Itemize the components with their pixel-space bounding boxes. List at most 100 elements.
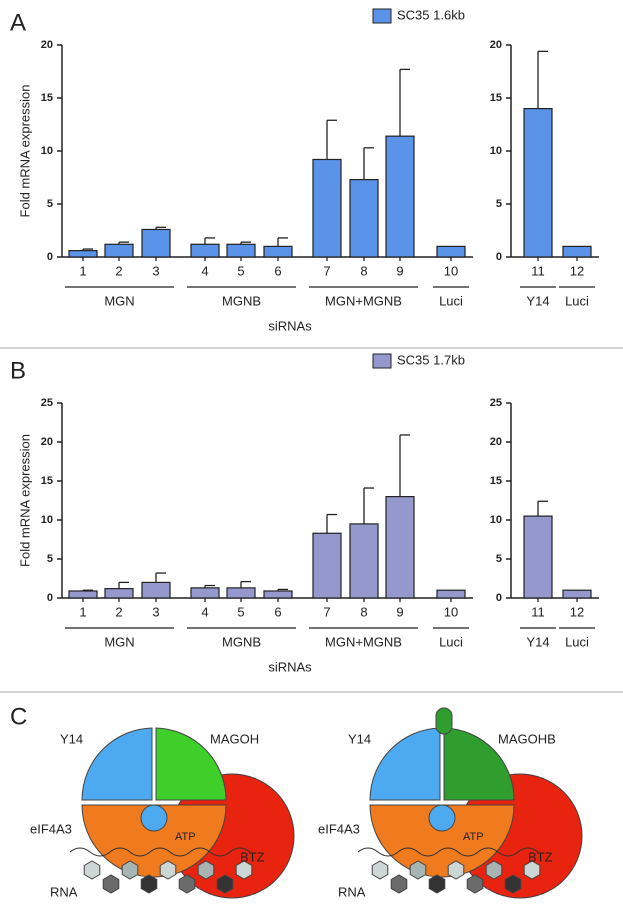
- panel-label: C: [10, 703, 27, 730]
- bar: [349, 523, 379, 599]
- group-label: Luci: [565, 293, 589, 308]
- x-tick-label: 9: [396, 604, 403, 619]
- group-label: MGN+MGNB: [325, 293, 402, 308]
- bar: [562, 245, 592, 258]
- rna-backbone: [69, 847, 251, 857]
- x-tick-label: 10: [444, 263, 458, 278]
- rna-base: [466, 874, 484, 894]
- group-label: MGN: [104, 293, 134, 308]
- x-tick-label: 8: [360, 604, 367, 619]
- rna-base: [390, 874, 408, 894]
- bar: [141, 581, 171, 599]
- error-bar: [204, 584, 215, 588]
- y14-label: Y14: [348, 731, 371, 746]
- y-tick-label: 15: [41, 475, 53, 487]
- y-tick-label: 0: [496, 592, 502, 604]
- y-tick-label: 25: [490, 397, 502, 409]
- y-tick-label: 10: [41, 145, 53, 157]
- group-label: Luci: [565, 634, 589, 649]
- magoh-shape: [443, 727, 515, 801]
- error-bar: [326, 119, 337, 160]
- y-tick-label: 5: [47, 553, 53, 565]
- error-bar: [399, 68, 410, 137]
- rna-label: RNA: [50, 884, 78, 899]
- rna-base: [178, 874, 196, 894]
- rna-base: [485, 860, 503, 880]
- y-tick-label: 0: [496, 251, 502, 263]
- bar: [523, 107, 553, 258]
- bar: [312, 158, 342, 258]
- y-tick-label: 25: [41, 397, 53, 409]
- magoh-label: MAGOH: [210, 731, 259, 746]
- group-label: Y14: [526, 293, 549, 308]
- bar: [190, 587, 220, 599]
- bar: [436, 589, 466, 599]
- group-label: MGN+MGNB: [325, 634, 402, 649]
- bar: [190, 243, 220, 258]
- bar: [385, 135, 415, 258]
- legend-label: SC35 1.7kb: [397, 352, 465, 367]
- error-bar: [399, 434, 410, 497]
- x-tick-label: 5: [237, 263, 244, 278]
- y-tick-label: 0: [47, 592, 53, 604]
- error-bar: [118, 241, 129, 245]
- x-tick-label: 7: [323, 604, 330, 619]
- error-bar: [155, 572, 166, 583]
- group-label: Y14: [526, 634, 549, 649]
- x-tick-label: 10: [444, 604, 458, 619]
- btz-label: BTZ: [240, 849, 265, 864]
- x-tick-label: 5: [237, 604, 244, 619]
- bar: [68, 590, 98, 599]
- legend-swatch: [372, 8, 392, 24]
- legend-swatch: [372, 353, 392, 369]
- x-tick-label: 2: [115, 604, 122, 619]
- bar: [263, 590, 293, 599]
- y-tick-label: 5: [47, 198, 53, 210]
- y14-shape: [369, 727, 441, 801]
- error-bar: [326, 513, 337, 534]
- error-bar: [537, 500, 548, 517]
- x-tick-label: 3: [152, 604, 159, 619]
- error-bar: [537, 50, 548, 109]
- bar: [523, 515, 553, 599]
- error-bar: [363, 487, 374, 524]
- rna-base: [216, 874, 234, 894]
- bar: [141, 228, 171, 258]
- magohb-tail: [435, 707, 453, 735]
- y-tick-label: 15: [490, 475, 502, 487]
- y-axis-title: Fold mRNA expression: [17, 85, 32, 218]
- group-label: Luci: [439, 293, 463, 308]
- x-tick-label: 4: [201, 263, 208, 278]
- y-tick-label: 20: [490, 39, 502, 51]
- rna-base: [504, 874, 522, 894]
- bar: [68, 250, 98, 258]
- x-tick-label: 8: [360, 263, 367, 278]
- knob: [428, 804, 456, 832]
- rna-base: [235, 860, 253, 880]
- rna-base: [159, 860, 177, 880]
- rna-base: [409, 860, 427, 880]
- bar: [226, 587, 256, 599]
- x-tick-label: 12: [570, 263, 584, 278]
- x-tick-label: 11: [531, 263, 545, 278]
- bar: [436, 245, 466, 258]
- x-tick-label: 4: [201, 604, 208, 619]
- bar: [104, 243, 134, 258]
- bar: [312, 532, 342, 599]
- complex: Y14 MAGOHB eIF4A3 ATP BTZ RNA: [318, 707, 583, 899]
- rna-base: [447, 860, 465, 880]
- rna-base: [121, 860, 139, 880]
- error-bar: [155, 226, 166, 230]
- y-tick-label: 0: [47, 251, 53, 263]
- eif4a3-label: eIF4A3: [318, 821, 360, 836]
- y-tick-label: 20: [41, 39, 53, 51]
- bar: [562, 589, 592, 599]
- y-tick-label: 10: [41, 514, 53, 526]
- y-tick-label: 10: [490, 514, 502, 526]
- x-tick-label: 3: [152, 263, 159, 278]
- knob: [140, 804, 168, 832]
- y14-shape: [81, 727, 153, 801]
- error-bar: [118, 581, 129, 589]
- rna-base: [140, 874, 158, 894]
- legend-label: SC35 1.6kb: [397, 7, 465, 22]
